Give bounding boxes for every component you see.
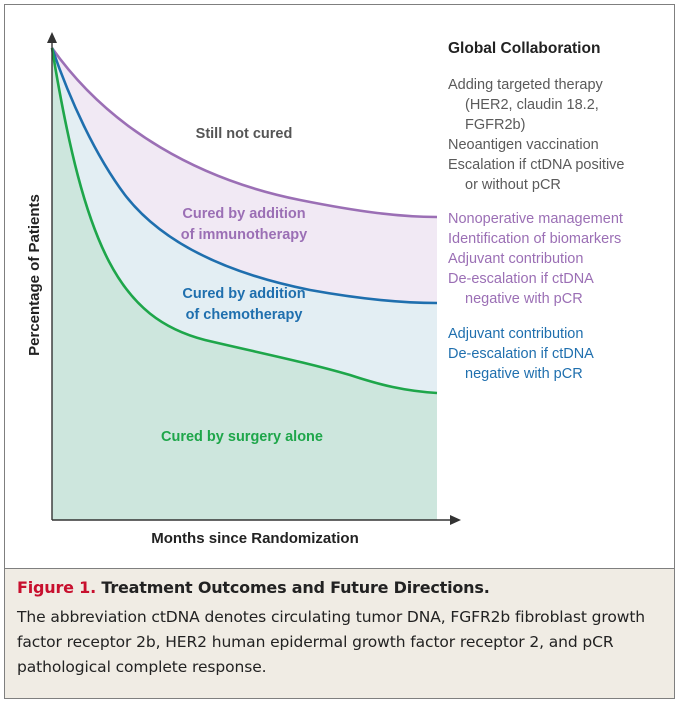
purple-line: negative with pCR — [465, 291, 583, 307]
purple-strategies: Nonoperative management Identification o… — [448, 211, 623, 307]
gray-line: FGFR2b) — [465, 117, 525, 133]
caption-title: Figure 1. Treatment Outcomes and Future … — [17, 578, 662, 597]
chemotherapy-label-line2: of chemotherapy — [186, 307, 303, 323]
chemotherapy-label-line1: Cured by addition — [182, 286, 305, 302]
immunotherapy-label-line1: Cured by addition — [182, 206, 305, 222]
gray-line: (HER2, claudin 18.2, — [465, 97, 599, 113]
chemotherapy-curve — [50, 47, 438, 305]
surgery-label: Cured by surgery alone — [161, 429, 323, 445]
immunotherapy-curve — [50, 47, 438, 219]
gray-strategies: Adding targeted therapy (HER2, claudin 1… — [448, 77, 625, 193]
chemotherapy-region — [52, 48, 437, 393]
purple-line: Identification of biomarkers — [448, 231, 621, 247]
gray-line: or without pCR — [465, 177, 561, 193]
blue-strategies: Adjuvant contribution De-escalation if c… — [448, 326, 594, 382]
surgery-region — [52, 48, 437, 520]
figure-caption: Figure 1. Treatment Outcomes and Future … — [5, 568, 674, 698]
purple-line: Adjuvant contribution — [448, 251, 583, 267]
surgery-curve — [50, 47, 438, 395]
outcome-diagram: Percentage of Patients Months since Rand… — [26, 32, 625, 547]
purple-line: Nonoperative management — [448, 211, 623, 227]
blue-line: Adjuvant contribution — [448, 326, 583, 342]
gray-line: Adding targeted therapy — [448, 77, 604, 93]
gray-line: Escalation if ctDNA positive — [448, 157, 625, 173]
y-axis-label: Percentage of Patients — [26, 194, 43, 356]
caption-title-text: Treatment Outcomes and Future Directions… — [101, 578, 490, 597]
purple-line: De-escalation if ctDNA — [448, 271, 594, 287]
not-cured-label: Still not cured — [196, 126, 293, 142]
global-collaboration-title: Global Collaboration — [448, 40, 600, 57]
x-axis-label: Months since Randomization — [151, 530, 359, 547]
x-axis-arrow — [450, 515, 461, 525]
figure-label: Figure 1. — [17, 578, 96, 597]
gray-line: Neoantigen vaccination — [448, 137, 599, 153]
blue-line: De-escalation if ctDNA — [448, 346, 594, 362]
immunotherapy-label-line2: of immunotherapy — [181, 227, 307, 243]
blue-line: negative with pCR — [465, 366, 583, 382]
caption-body: The abbreviation ctDNA denotes circulati… — [17, 608, 646, 676]
y-axis-arrow — [47, 32, 57, 43]
immunotherapy-region — [52, 48, 437, 303]
